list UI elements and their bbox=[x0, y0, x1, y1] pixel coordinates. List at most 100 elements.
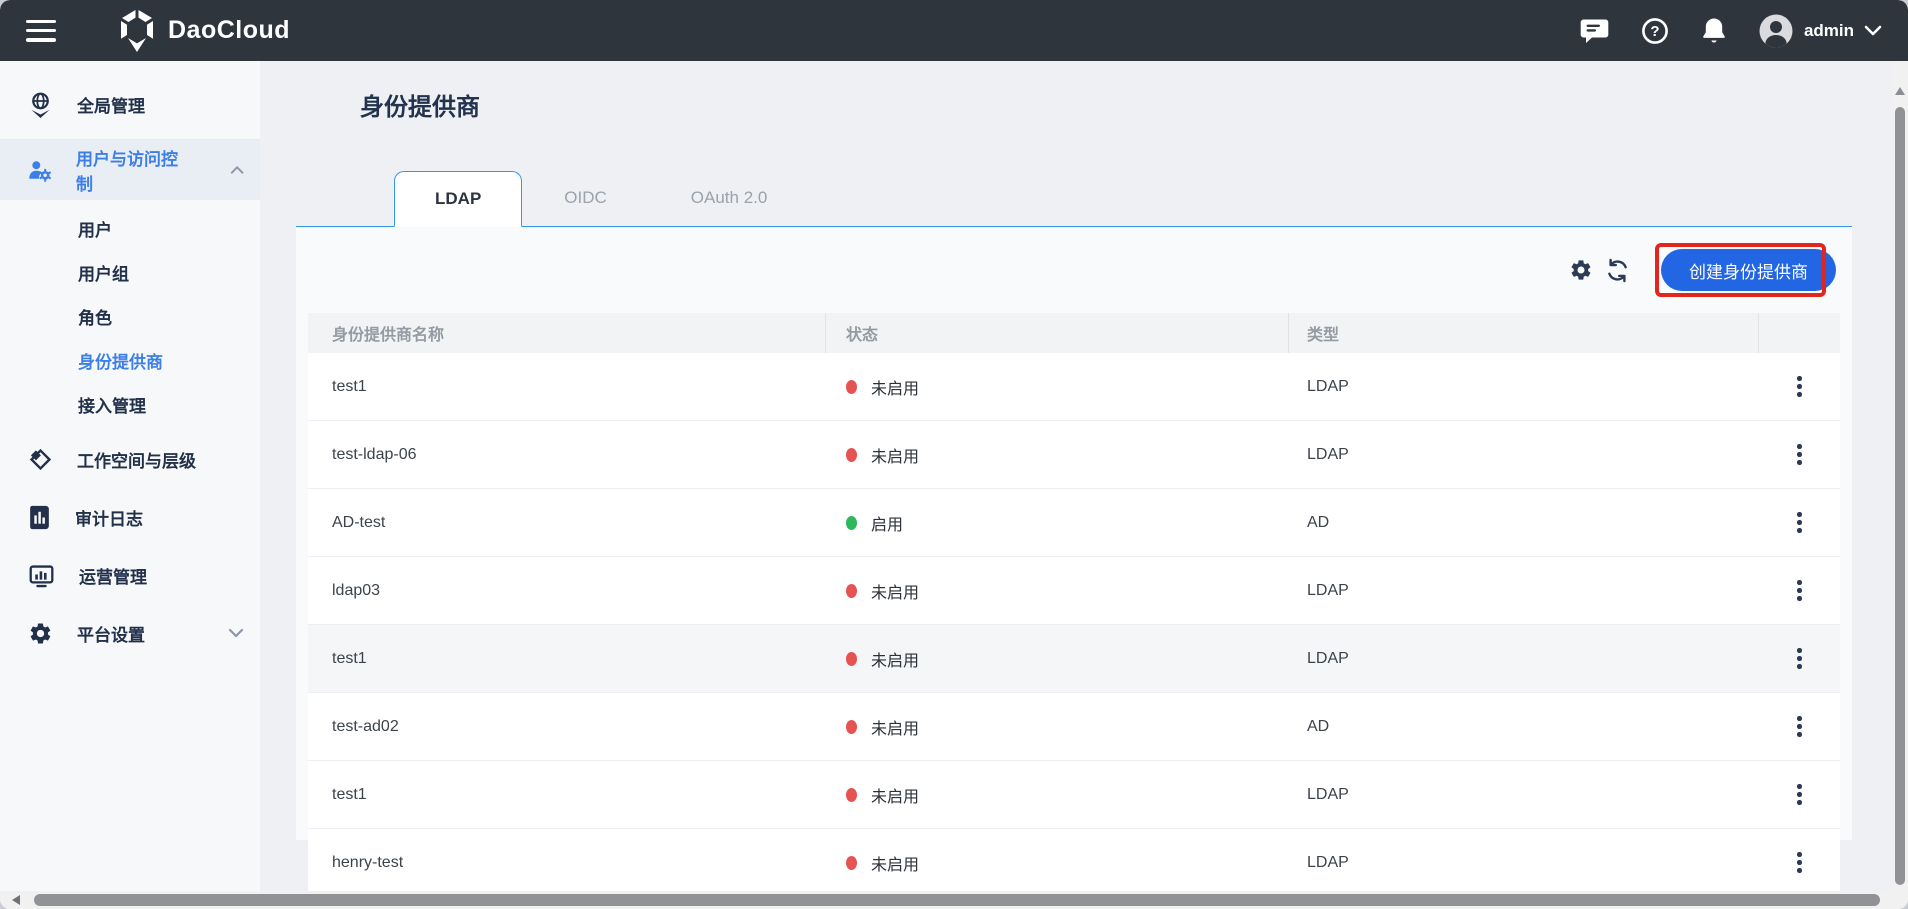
idp-name-cell: test1 bbox=[332, 649, 367, 667]
brand: DaoCloud bbox=[116, 8, 290, 54]
table-settings-button[interactable] bbox=[1563, 252, 1599, 288]
sidebar-item-label: 全局管理 bbox=[77, 96, 145, 116]
sidebar: 全局管理 bbox=[0, 61, 260, 891]
idp-table: 身份提供商名称 状态 类型 test1 未启用 LDAP test-ldap-0… bbox=[308, 313, 1840, 897]
chat-bubble-icon bbox=[1580, 19, 1609, 43]
row-actions-kebab-icon[interactable] bbox=[1789, 504, 1810, 541]
sidebar-item-global-management[interactable]: 全局管理 bbox=[0, 75, 260, 133]
status-cell: 启用 bbox=[826, 511, 1289, 535]
idp-type-cell: LDAP bbox=[1307, 785, 1349, 803]
create-idp-button[interactable]: 创建身份提供商 bbox=[1661, 249, 1836, 291]
table-toolbar: 创建身份提供商 bbox=[296, 227, 1852, 313]
status-cell: 未启用 bbox=[826, 647, 1289, 671]
sidebar-subitem-label: 用户 bbox=[78, 220, 112, 240]
sidebar-subnav: 用户 用户组 角色 身份提供商 接入管理 bbox=[0, 200, 260, 430]
table-row[interactable]: test-ldap-06 未启用 LDAP bbox=[308, 421, 1840, 489]
table-row[interactable]: ldap03 未启用 LDAP bbox=[308, 557, 1840, 625]
tab-bar: LDAP OIDC OAuth 2.0 bbox=[296, 170, 1852, 227]
scroll-up-arrow-icon[interactable] bbox=[1895, 87, 1905, 95]
account-menu[interactable]: admin bbox=[1758, 13, 1882, 49]
status-dot bbox=[846, 719, 857, 734]
chevron-down-icon bbox=[1864, 25, 1882, 36]
idp-name-cell: test1 bbox=[332, 377, 367, 395]
sidebar-item-platform-settings[interactable]: 平台设置 bbox=[0, 604, 260, 662]
table-row[interactable]: henry-test 未启用 LDAP bbox=[308, 829, 1840, 897]
create-idp-button-wrap: 创建身份提供商 bbox=[1655, 243, 1836, 297]
sidebar-item-identity-providers[interactable]: 身份提供商 bbox=[0, 338, 260, 382]
refresh-button[interactable] bbox=[1599, 252, 1635, 288]
main-content: 身份提供商 LDAP OIDC OAuth 2.0 bbox=[260, 61, 1892, 897]
vertical-scrollbar-thumb[interactable] bbox=[1895, 107, 1905, 885]
tab-oauth2[interactable]: OAuth 2.0 bbox=[690, 188, 768, 207]
vertical-scrollbar[interactable] bbox=[1892, 61, 1908, 891]
sidebar-subitem-label: 接入管理 bbox=[78, 396, 146, 416]
refresh-icon bbox=[1607, 258, 1627, 282]
sidebar-item-label: 平台设置 bbox=[77, 625, 145, 645]
diamond-icon bbox=[29, 448, 52, 470]
idp-type-cell: LDAP bbox=[1307, 445, 1349, 463]
status-dot bbox=[846, 379, 857, 394]
sidebar-item-workspace-hierarchy[interactable]: 工作空间与层级 bbox=[0, 430, 260, 488]
row-actions-kebab-icon[interactable] bbox=[1789, 640, 1810, 677]
sidebar-item-operations-management[interactable]: 运营管理 bbox=[0, 546, 260, 604]
horizontal-scrollbar[interactable] bbox=[0, 891, 1892, 909]
row-actions-kebab-icon[interactable] bbox=[1789, 572, 1810, 609]
sidebar-item-roles[interactable]: 角色 bbox=[0, 294, 260, 338]
topbar: DaoCloud ? bbox=[0, 0, 1908, 61]
status-dot bbox=[846, 583, 857, 598]
idp-type-cell: LDAP bbox=[1307, 853, 1349, 871]
status-cell: 未启用 bbox=[826, 851, 1289, 875]
idp-type-cell: AD bbox=[1307, 717, 1330, 735]
idp-name-cell: test-ad02 bbox=[332, 717, 399, 735]
tab-panel: 创建身份提供商 身份提供商名称 状态 类型 test1 未启用 bbox=[296, 227, 1852, 897]
help-button[interactable]: ? bbox=[1640, 16, 1670, 46]
sidebar-item-access-management[interactable]: 接入管理 bbox=[0, 382, 260, 426]
status-dot bbox=[846, 855, 857, 870]
status-text: 未启用 bbox=[871, 380, 920, 398]
messages-button[interactable] bbox=[1579, 17, 1610, 45]
table-row[interactable]: test1 未启用 LDAP bbox=[308, 625, 1840, 693]
status-text: 未启用 bbox=[871, 720, 920, 738]
row-actions-kebab-icon[interactable] bbox=[1789, 844, 1810, 881]
idp-name-cell: ldap03 bbox=[332, 581, 381, 599]
idp-name-cell: test-ldap-06 bbox=[332, 445, 417, 463]
scroll-left-arrow-icon[interactable] bbox=[12, 895, 20, 905]
table-row[interactable]: test1 未启用 LDAP bbox=[308, 353, 1840, 421]
status-dot bbox=[846, 515, 857, 530]
notifications-button[interactable] bbox=[1700, 16, 1728, 46]
table-row[interactable]: test-ad02 未启用 AD bbox=[308, 693, 1840, 761]
chevron-up-icon bbox=[230, 166, 244, 174]
status-cell: 未启用 bbox=[826, 783, 1289, 807]
daocloud-logo-icon bbox=[121, 9, 153, 52]
chevron-down-icon bbox=[228, 628, 244, 638]
tab-oidc[interactable]: OIDC bbox=[564, 188, 607, 207]
sidebar-item-label: 用户与访问控制 bbox=[76, 150, 178, 194]
row-actions-kebab-icon[interactable] bbox=[1789, 436, 1810, 473]
sidebar-item-users[interactable]: 用户 bbox=[0, 206, 260, 250]
row-actions-kebab-icon[interactable] bbox=[1789, 708, 1810, 745]
sidebar-item-user-groups[interactable]: 用户组 bbox=[0, 250, 260, 294]
svg-text:?: ? bbox=[1650, 23, 1659, 40]
row-actions-kebab-icon[interactable] bbox=[1789, 368, 1810, 405]
idp-name-cell: test1 bbox=[332, 785, 367, 803]
user-gear-icon bbox=[29, 160, 52, 182]
column-header-type: 类型 bbox=[1289, 313, 1759, 353]
sidebar-item-users-access-control[interactable]: 用户与访问控制 bbox=[0, 140, 260, 200]
bell-icon bbox=[1703, 18, 1725, 42]
table-header: 身份提供商名称 状态 类型 bbox=[308, 313, 1840, 353]
status-cell: 未启用 bbox=[826, 715, 1289, 739]
status-text: 启用 bbox=[871, 516, 904, 534]
scrollbar-corner bbox=[1892, 891, 1908, 909]
table-row[interactable]: test1 未启用 LDAP bbox=[308, 761, 1840, 829]
horizontal-scrollbar-thumb[interactable] bbox=[34, 894, 1880, 906]
tab-ldap[interactable]: LDAP bbox=[394, 171, 523, 227]
idp-type-cell: LDAP bbox=[1307, 377, 1349, 395]
menu-toggle-icon[interactable] bbox=[26, 19, 56, 42]
audit-log-icon bbox=[30, 505, 49, 529]
table-row[interactable]: AD-test 启用 AD bbox=[308, 489, 1840, 557]
sidebar-item-label: 工作空间与层级 bbox=[77, 451, 196, 471]
column-header-name: 身份提供商名称 bbox=[308, 313, 826, 353]
row-actions-kebab-icon[interactable] bbox=[1789, 776, 1810, 813]
column-header-actions bbox=[1759, 313, 1840, 353]
sidebar-item-audit-logs[interactable]: 审计日志 bbox=[0, 488, 260, 546]
